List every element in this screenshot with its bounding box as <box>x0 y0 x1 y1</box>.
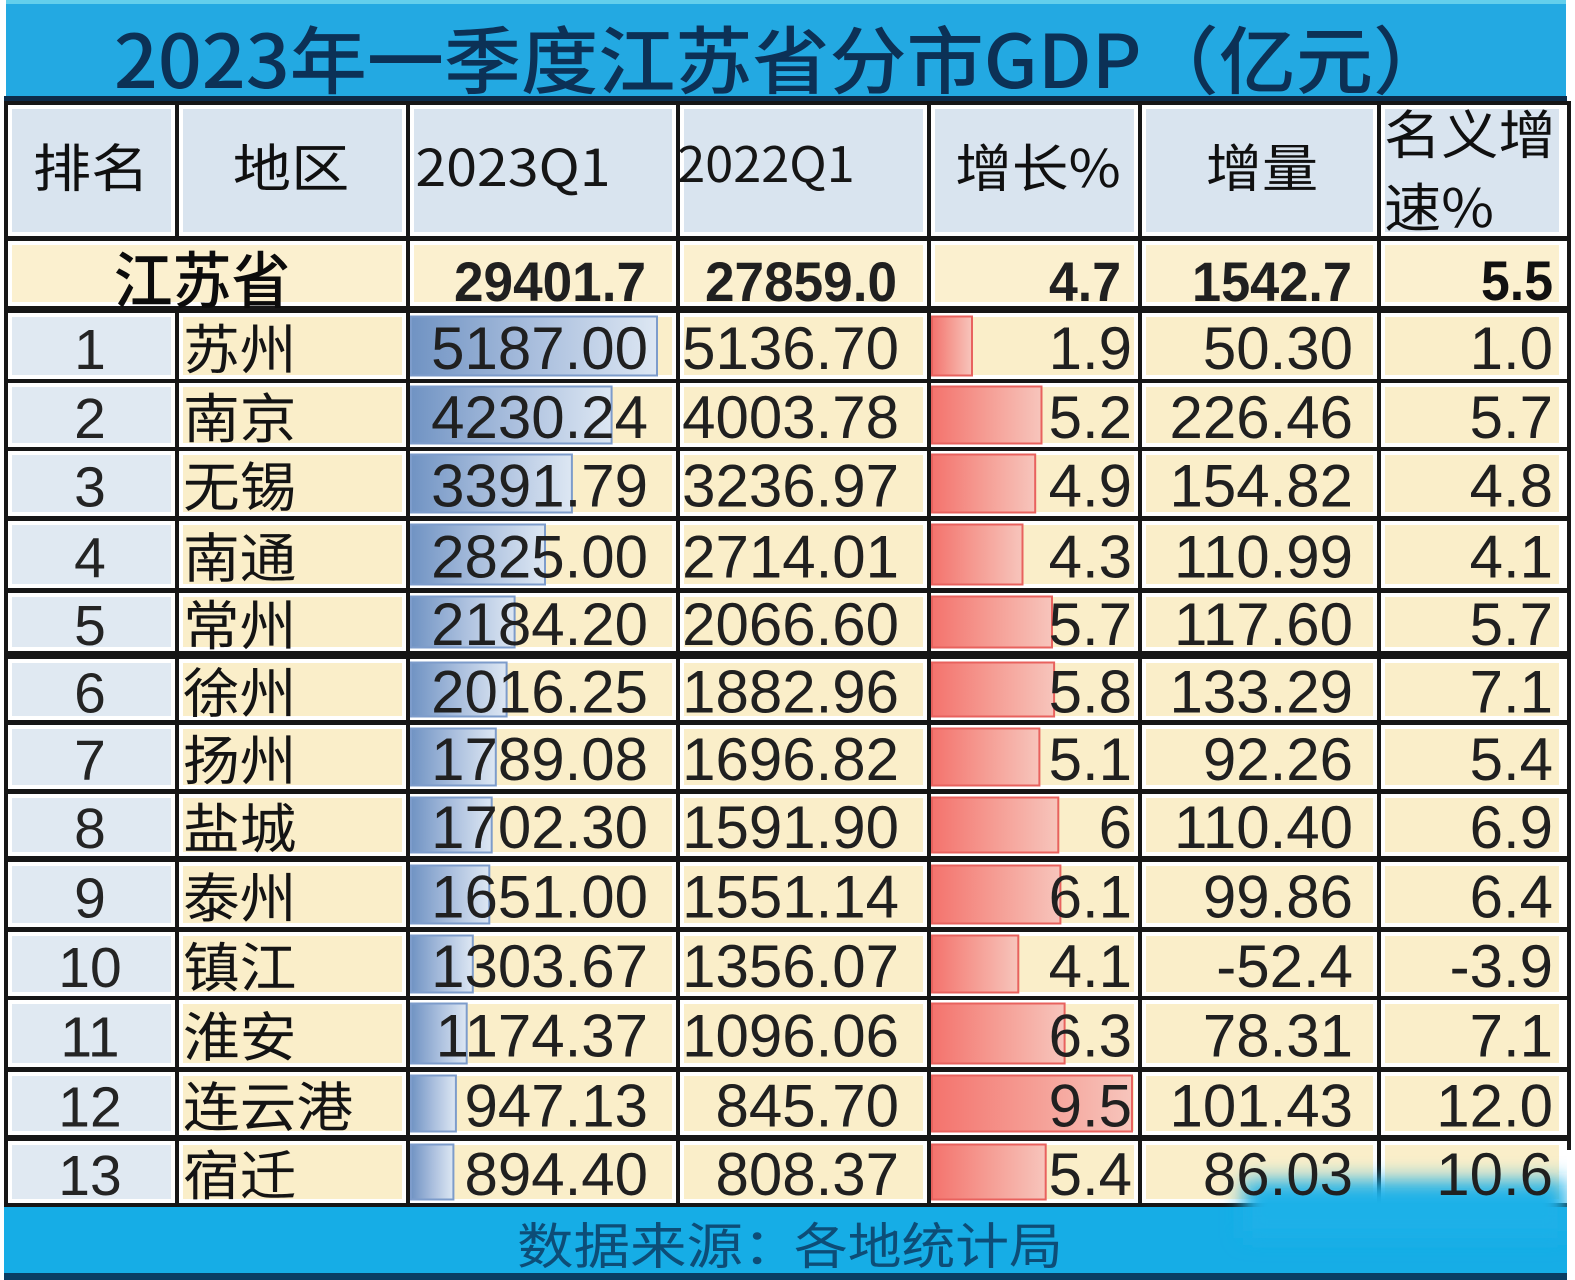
svg-text:894.40: 894.40 <box>464 1141 648 1208</box>
svg-text:7.1: 7.1 <box>1470 1003 1553 1070</box>
svg-text:4.1: 4.1 <box>1049 933 1132 1000</box>
svg-text:2066.60: 2066.60 <box>682 591 899 658</box>
svg-text:110.99: 110.99 <box>1174 524 1353 591</box>
svg-text:8: 8 <box>74 797 106 861</box>
svg-text:1: 1 <box>74 318 106 382</box>
svg-text:3391.79: 3391.79 <box>431 453 648 520</box>
svg-text:4.7: 4.7 <box>1049 250 1121 313</box>
svg-text:9: 9 <box>74 867 106 931</box>
svg-text:133.29: 133.29 <box>1169 659 1353 726</box>
svg-text:1651.00: 1651.00 <box>431 864 648 931</box>
svg-text:117.60: 117.60 <box>1174 591 1353 658</box>
svg-text:6: 6 <box>74 662 106 726</box>
svg-text:5.4: 5.4 <box>1049 1141 1132 1208</box>
svg-text:1542.7: 1542.7 <box>1192 250 1352 313</box>
svg-text:5.2: 5.2 <box>1049 384 1132 451</box>
svg-text:11: 11 <box>60 1006 119 1070</box>
svg-text:-3.9: -3.9 <box>1450 933 1553 1000</box>
svg-text:4.1: 4.1 <box>1470 524 1553 591</box>
svg-text:6.3: 6.3 <box>1049 1003 1132 1070</box>
svg-text:6.1: 6.1 <box>1049 864 1132 931</box>
svg-text:92.26: 92.26 <box>1203 726 1353 793</box>
svg-text:1696.82: 1696.82 <box>682 726 899 793</box>
svg-text:99.86: 99.86 <box>1203 864 1353 931</box>
svg-text:5187.00: 5187.00 <box>431 315 648 382</box>
svg-text:9.5: 9.5 <box>1049 1073 1132 1140</box>
svg-text:13: 13 <box>58 1144 121 1208</box>
svg-text:1789.08: 1789.08 <box>431 726 648 793</box>
svg-text:5.7: 5.7 <box>1470 384 1553 451</box>
svg-text:1882.96: 1882.96 <box>682 659 899 726</box>
svg-text:1551.14: 1551.14 <box>682 864 899 931</box>
svg-text:845.70: 845.70 <box>715 1073 899 1140</box>
svg-text:4: 4 <box>74 527 106 591</box>
svg-text:27859.0: 27859.0 <box>705 250 897 313</box>
svg-text:3236.97: 3236.97 <box>682 453 899 520</box>
svg-text:2: 2 <box>74 387 106 451</box>
svg-text:7: 7 <box>74 729 106 793</box>
svg-text:10.6: 10.6 <box>1436 1141 1553 1208</box>
svg-text:6.4: 6.4 <box>1470 864 1553 931</box>
svg-text:4230.24: 4230.24 <box>431 384 648 451</box>
svg-text:12: 12 <box>58 1076 121 1140</box>
svg-text:3: 3 <box>74 456 106 520</box>
svg-text:2016.25: 2016.25 <box>431 659 648 726</box>
svg-text:78.31: 78.31 <box>1203 1003 1353 1070</box>
svg-text:808.37: 808.37 <box>715 1141 899 1208</box>
svg-text:-52.4: -52.4 <box>1216 933 1353 1000</box>
svg-text:5.4: 5.4 <box>1470 726 1553 793</box>
svg-text:5.7: 5.7 <box>1049 591 1132 658</box>
svg-text:947.13: 947.13 <box>464 1073 648 1140</box>
svg-text:6: 6 <box>1099 794 1132 861</box>
svg-text:1.0: 1.0 <box>1470 315 1553 382</box>
svg-text:4.8: 4.8 <box>1470 453 1553 520</box>
svg-text:1591.90: 1591.90 <box>682 794 899 861</box>
svg-text:101.43: 101.43 <box>1169 1073 1353 1140</box>
svg-text:5: 5 <box>74 594 106 658</box>
svg-text:5.7: 5.7 <box>1470 591 1553 658</box>
svg-text:2184.20: 2184.20 <box>431 591 648 658</box>
svg-text:1.9: 1.9 <box>1049 315 1132 382</box>
svg-text:2714.01: 2714.01 <box>682 524 899 591</box>
svg-text:1096.06: 1096.06 <box>682 1003 899 1070</box>
svg-text:5.5: 5.5 <box>1481 249 1553 312</box>
svg-text:10: 10 <box>58 936 121 1000</box>
svg-text:1174.37: 1174.37 <box>436 1003 648 1070</box>
svg-text:29401.7: 29401.7 <box>454 250 646 313</box>
svg-text:226.46: 226.46 <box>1169 384 1353 451</box>
svg-text:5.1: 5.1 <box>1049 726 1132 793</box>
svg-text:12.0: 12.0 <box>1436 1073 1553 1140</box>
svg-text:86.03: 86.03 <box>1203 1141 1353 1208</box>
svg-text:4003.78: 4003.78 <box>682 384 899 451</box>
svg-text:1303.67: 1303.67 <box>431 933 648 1000</box>
svg-text:2825.00: 2825.00 <box>431 524 648 591</box>
svg-text:4.9: 4.9 <box>1049 453 1132 520</box>
svg-text:6.9: 6.9 <box>1470 794 1553 861</box>
svg-text:1356.07: 1356.07 <box>682 933 899 1000</box>
svg-text:5136.70: 5136.70 <box>682 315 899 382</box>
svg-text:154.82: 154.82 <box>1169 453 1353 520</box>
svg-text:110.40: 110.40 <box>1174 794 1353 861</box>
svg-text:50.30: 50.30 <box>1203 315 1353 382</box>
svg-text:7.1: 7.1 <box>1470 659 1553 726</box>
svg-text:5.8: 5.8 <box>1049 659 1132 726</box>
svg-text:4.3: 4.3 <box>1049 524 1132 591</box>
svg-text:1702.30: 1702.30 <box>431 794 648 861</box>
